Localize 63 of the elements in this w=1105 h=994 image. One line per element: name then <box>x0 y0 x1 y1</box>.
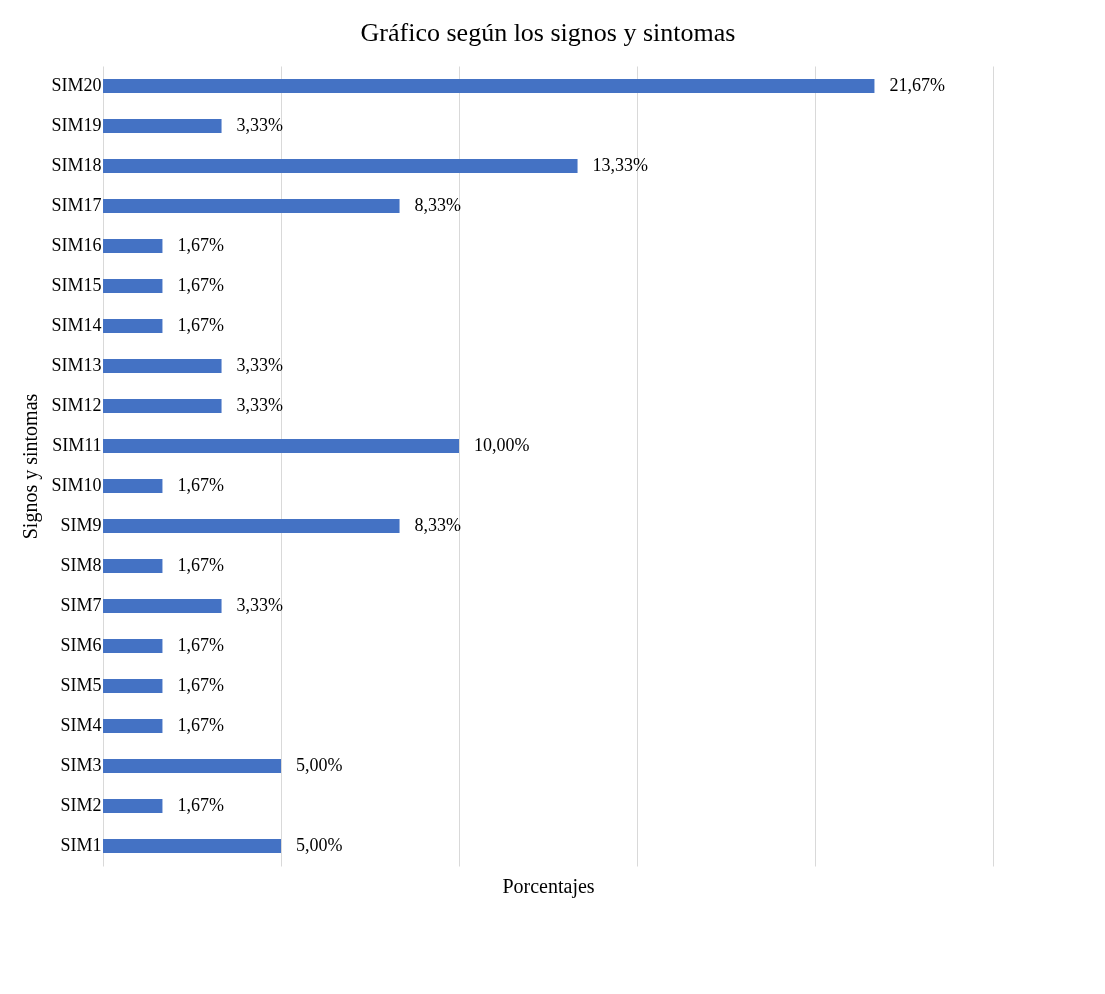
data-label: 3,33% <box>236 355 284 375</box>
data-label: 3,33% <box>236 115 284 135</box>
y-tick-label: SIM13 <box>51 355 102 375</box>
data-label: 3,33% <box>236 395 284 415</box>
data-label: 1,67% <box>177 795 224 815</box>
bar <box>103 839 281 853</box>
y-tick-label: SIM14 <box>51 315 102 335</box>
data-label: 8,33% <box>414 515 462 535</box>
data-label: 8,33% <box>414 195 462 215</box>
y-tick-label: SIM12 <box>51 395 102 415</box>
y-tick-label: SIM15 <box>51 275 102 295</box>
bar <box>103 719 163 733</box>
bar <box>103 119 222 133</box>
bar <box>103 319 163 333</box>
y-tick-label: SIM4 <box>60 715 102 735</box>
bar <box>103 479 163 493</box>
y-tick-label: SIM17 <box>51 195 102 215</box>
data-label: 1,67% <box>177 315 224 335</box>
y-tick-label: SIM8 <box>60 555 102 575</box>
bar <box>103 759 281 773</box>
y-tick-label: SIM3 <box>60 755 102 775</box>
y-tick-label: SIM6 <box>60 635 102 655</box>
bar <box>103 679 163 693</box>
bar <box>103 639 163 653</box>
bar <box>103 399 222 413</box>
data-label: 13,33% <box>592 155 649 175</box>
y-tick-label: SIM1 <box>60 835 102 855</box>
data-label: 1,67% <box>177 275 224 295</box>
data-label: 21,67% <box>889 75 945 95</box>
y-tick-label: SIM16 <box>51 235 102 255</box>
data-label: 3,33% <box>236 595 284 615</box>
bar <box>103 359 222 373</box>
data-label: 1,67% <box>177 675 224 695</box>
chart-title: Gráfico según los signos y sintomas <box>360 18 736 47</box>
y-tick-label: SIM9 <box>60 515 102 535</box>
y-tick-label: SIM5 <box>60 675 102 695</box>
data-label: 1,67% <box>177 475 224 495</box>
y-tick-label: SIM20 <box>51 75 102 95</box>
y-axis-title: Signos y sintomas <box>19 393 43 540</box>
data-label: 5,00% <box>296 755 343 775</box>
bar <box>103 199 400 213</box>
x-axis-title: Porcentajes <box>502 874 595 898</box>
bar <box>103 599 222 613</box>
data-label: 1,67% <box>177 635 224 655</box>
y-tick-label: SIM2 <box>60 795 102 815</box>
data-label: 1,67% <box>177 235 224 255</box>
y-tick-label: SIM11 <box>52 435 102 455</box>
data-label: 1,67% <box>177 555 224 575</box>
bar <box>103 279 163 293</box>
y-tick-label: SIM18 <box>51 155 102 175</box>
data-label: 1,67% <box>177 715 224 735</box>
y-tick-label: SIM7 <box>60 595 102 615</box>
y-tick-label: SIM10 <box>51 475 102 495</box>
data-label: 5,00% <box>296 835 343 855</box>
bar <box>103 559 163 573</box>
bar <box>103 159 578 173</box>
bar <box>103 519 400 533</box>
y-tick-label: SIM19 <box>51 115 102 135</box>
data-label: 10,00% <box>474 435 530 455</box>
bar <box>103 799 163 813</box>
bar <box>103 439 459 453</box>
bar <box>103 79 875 93</box>
bar <box>103 239 163 253</box>
